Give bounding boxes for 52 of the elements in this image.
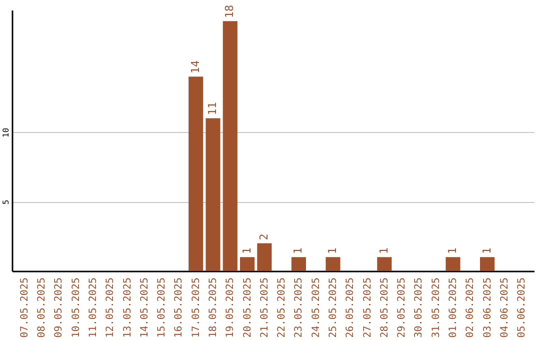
- y-tick-label: 10: [2, 128, 10, 138]
- x-tick-label: 30.05.2025: [414, 278, 425, 338]
- data-label: 1: [377, 247, 390, 254]
- x-tick-label: 15.05.2025: [156, 278, 168, 338]
- x-tick-label: 18.05.2025: [208, 278, 219, 338]
- data-label: 1: [446, 247, 459, 254]
- x-tick-label: 05.06.2025: [516, 278, 528, 338]
- x-tick-label: 01.06.2025: [448, 278, 459, 338]
- data-label: 2: [257, 234, 270, 240]
- bar: [257, 243, 272, 271]
- x-tick-label: 25.05.2025: [328, 278, 339, 338]
- x-tick-label: 19.05.2025: [225, 278, 236, 338]
- x-tick-label: 14.05.2025: [139, 278, 150, 338]
- x-tick-label: 10.05.2025: [70, 278, 82, 338]
- bar: [240, 257, 255, 271]
- x-tick-label: 23.05.2025: [294, 278, 305, 338]
- x-tick-label: 22.05.2025: [276, 278, 288, 338]
- data-label: 18: [223, 4, 236, 18]
- x-tick-label: 31.05.2025: [430, 278, 442, 338]
- x-tick-label: 09.05.2025: [54, 278, 65, 338]
- x-tick-label: 27.05.2025: [362, 278, 374, 338]
- x-tick-label: 20.05.2025: [242, 278, 254, 338]
- x-tick-label: 26.05.2025: [345, 278, 356, 338]
- x-tick-label: 04.06.2025: [499, 278, 510, 338]
- x-tick-label: 29.05.2025: [396, 278, 408, 338]
- x-tick-label: 11.05.2025: [88, 278, 99, 338]
- data-label: 1: [326, 247, 339, 254]
- bar: [377, 257, 392, 271]
- bar: [480, 257, 495, 271]
- data-label: 1: [292, 247, 305, 254]
- x-tick-label: 17.05.2025: [190, 278, 202, 338]
- x-tick-label: 12.05.2025: [105, 278, 116, 338]
- x-tick-label: 13.05.2025: [122, 278, 134, 338]
- data-label: 11: [206, 102, 219, 116]
- x-tick-label: 24.05.2025: [310, 278, 322, 338]
- x-tick-label: 07.05.2025: [19, 278, 30, 338]
- bar: [222, 21, 238, 271]
- data-label: 1: [480, 247, 494, 254]
- bar: [326, 257, 340, 271]
- x-tick-label: 21.05.2025: [259, 278, 270, 338]
- bar: [206, 118, 220, 271]
- y-tick-label: 5: [2, 200, 10, 204]
- bar: [446, 257, 460, 271]
- x-tick-label: 28.05.2025: [379, 278, 390, 338]
- x-tick-label: 02.06.2025: [465, 278, 476, 338]
- data-label: 14: [188, 60, 202, 74]
- x-tick-label: 03.06.2025: [482, 278, 494, 338]
- x-tick-label: 16.05.2025: [174, 278, 185, 338]
- data-label: 1: [240, 247, 254, 254]
- bar: [291, 257, 306, 271]
- bar: [188, 76, 204, 271]
- x-tick-label: 08.05.2025: [36, 278, 48, 338]
